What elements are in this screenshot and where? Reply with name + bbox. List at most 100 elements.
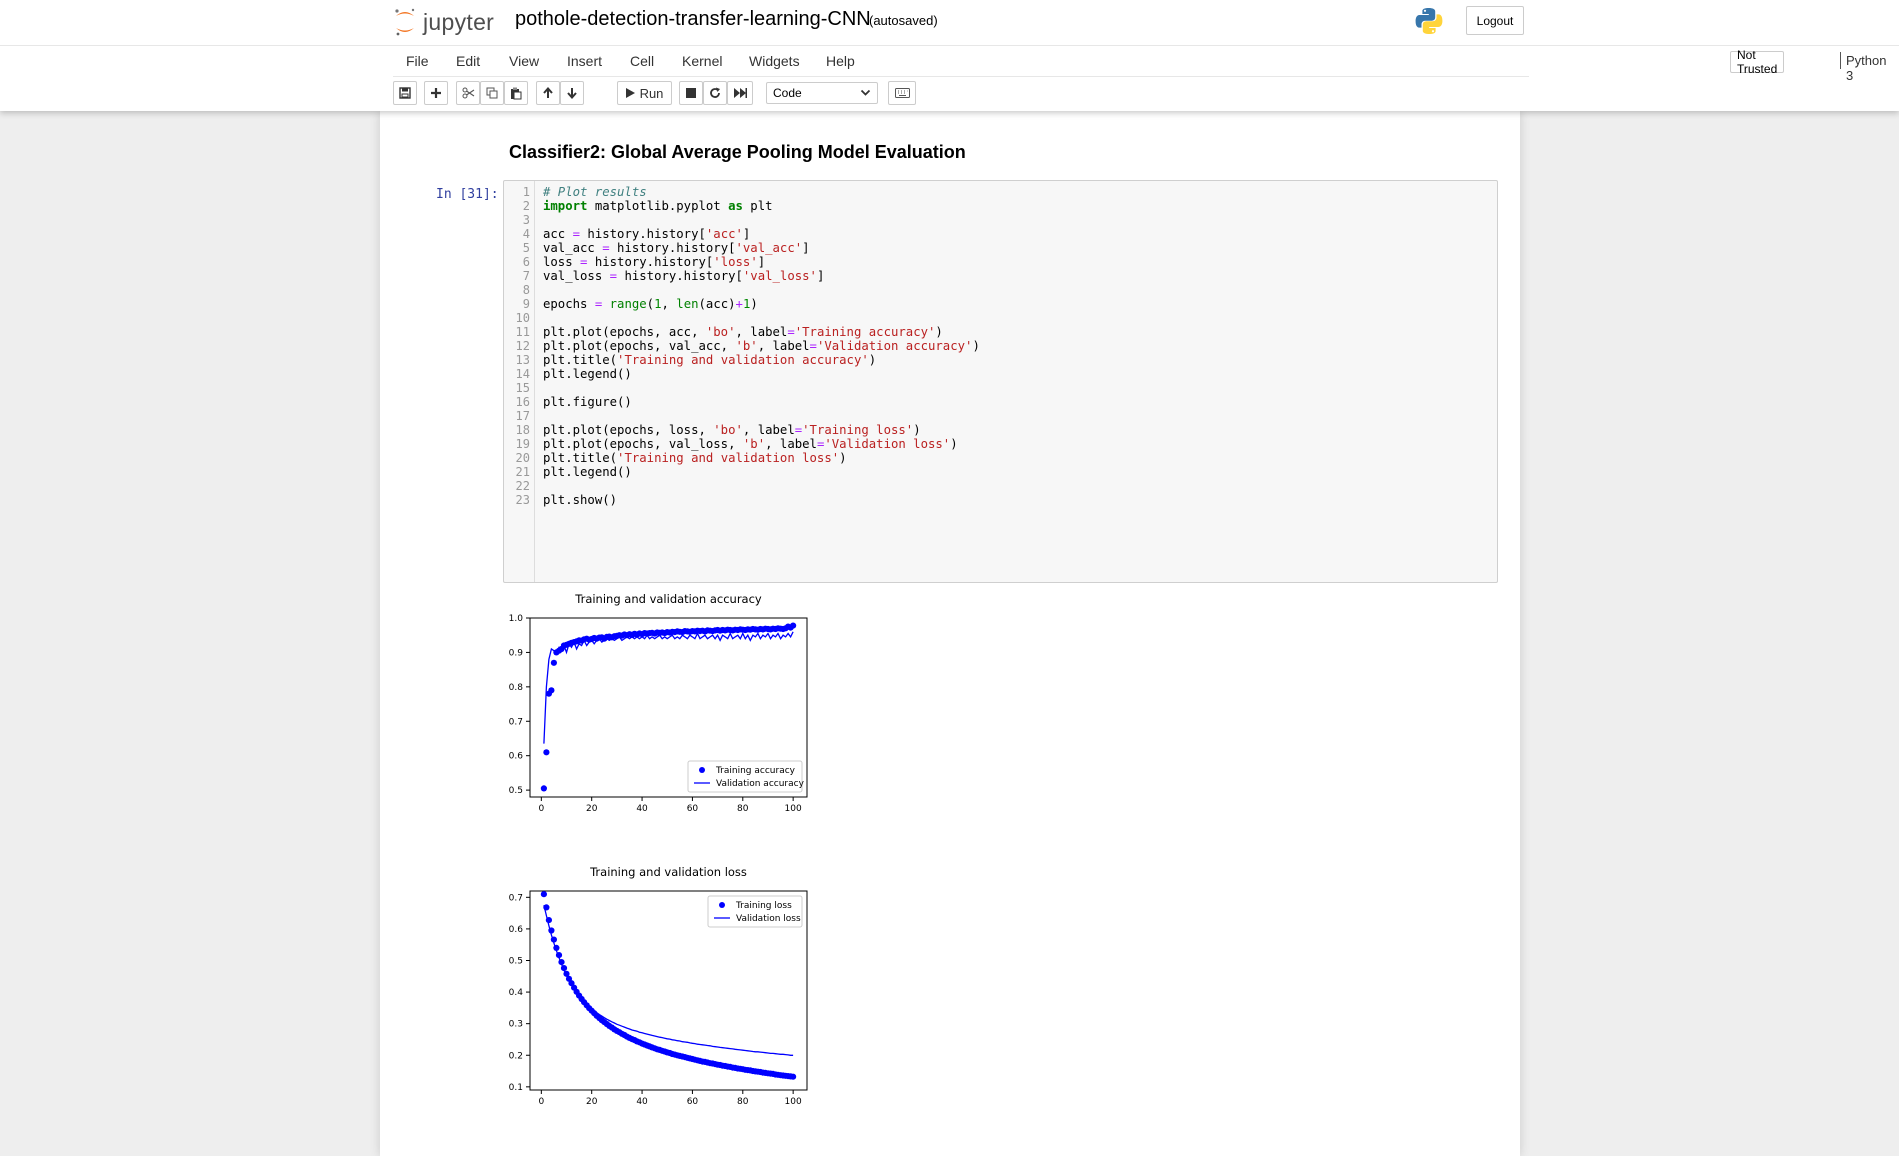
legend-box <box>687 760 803 793</box>
x-tick-label: 100 <box>785 804 802 814</box>
menu-insert[interactable]: Insert <box>567 53 603 69</box>
line-number: 13 <box>515 353 530 367</box>
trust-status-button[interactable]: Not Trusted <box>1730 48 1785 76</box>
arrow-up-icon <box>543 87 553 98</box>
run-button[interactable]: Run <box>617 81 672 105</box>
notebook-container: Classifier2: Global Average Pooling Mode… <box>380 111 1520 1156</box>
line-number: 14 <box>515 367 530 381</box>
code-line[interactable]: plt.plot(epochs, val_loss, 'b', label='V… <box>543 437 958 451</box>
menu-file[interactable]: File <box>406 53 429 69</box>
copy-button[interactable] <box>480 81 504 105</box>
logout-button[interactable]: Logout <box>1466 6 1524 35</box>
cut-button[interactable] <box>456 81 480 105</box>
y-tick-label: 0.6 <box>509 752 524 762</box>
code-line[interactable]: plt.legend() <box>543 367 632 381</box>
code-line[interactable]: plt.plot(epochs, loss, 'bo', label='Trai… <box>543 423 921 437</box>
line-number: 19 <box>515 437 530 451</box>
plus-icon <box>431 88 441 98</box>
data-point <box>543 749 550 756</box>
code-line[interactable]: import matplotlib.pyplot as plt <box>543 199 773 213</box>
logo-text: jupyter <box>423 8 495 35</box>
markdown-heading[interactable]: Classifier2: Global Average Pooling Mode… <box>509 142 966 162</box>
keyboard-icon <box>894 88 910 98</box>
chevron-down-icon <box>860 89 871 96</box>
line-number: 11 <box>515 325 530 339</box>
line-number: 16 <box>515 395 530 409</box>
x-tick-label: 80 <box>737 804 749 814</box>
legend-label: Validation loss <box>736 914 801 924</box>
restart-run-all-button[interactable] <box>727 81 753 105</box>
x-tick-label: 0 <box>538 804 544 814</box>
save-button[interactable] <box>393 81 417 105</box>
chart-title: Training and validation accuracy <box>574 592 762 606</box>
x-tick-label: 40 <box>636 804 648 814</box>
restart-button[interactable] <box>703 81 727 105</box>
data-point <box>790 622 797 629</box>
x-tick-label: 40 <box>636 1097 648 1107</box>
jupyter-logo[interactable]: jupyter <box>393 6 494 38</box>
notebook-name[interactable]: pothole-detection-transfer-learning-CNN <box>515 8 871 30</box>
code-line[interactable]: plt.title('Training and validation loss'… <box>543 451 847 465</box>
kernel-name[interactable]: Python 3 <box>1846 53 1887 83</box>
code-line[interactable]: plt.plot(epochs, val_acc, 'b', label='Va… <box>543 339 980 353</box>
save-icon <box>399 87 411 99</box>
insert-cell-button[interactable] <box>424 81 448 105</box>
move-up-button[interactable] <box>536 81 560 105</box>
code-line[interactable]: plt.plot(epochs, acc, 'bo', label='Train… <box>543 325 943 339</box>
line-number: 18 <box>515 423 530 437</box>
stop-icon <box>686 88 696 98</box>
code-line[interactable]: epochs = range(1, len(acc)+1) <box>543 297 758 311</box>
code-cell[interactable]: 1 # Plot results 2 import matplotlib.pyplot… <box>503 180 1498 583</box>
move-down-button[interactable] <box>560 81 584 105</box>
restart-icon <box>710 87 720 98</box>
line-number: 22 <box>515 479 530 493</box>
menu-cell[interactable]: Cell <box>630 53 655 69</box>
menu-help[interactable]: Help <box>826 53 855 69</box>
code-line[interactable]: acc = history.history['acc'] <box>543 227 751 241</box>
x-tick-label: 20 <box>586 804 598 814</box>
line-number: 15 <box>515 381 530 395</box>
chart-title: Training and validation loss <box>589 865 747 879</box>
y-tick-label: 0.6 <box>509 925 524 935</box>
menu-widgets[interactable]: Widgets <box>749 53 800 69</box>
line-number: 9 <box>522 297 530 311</box>
x-tick-label: 60 <box>687 804 699 814</box>
cell-type-select[interactable]: Code <box>766 82 878 104</box>
accuracy-chart: Training and validation accuracy 0 20 40 60 8… <box>509 592 808 814</box>
run-label: Run <box>639 85 664 101</box>
legend-marker-swatch <box>719 902 725 908</box>
code-line[interactable]: plt.legend() <box>543 465 632 479</box>
menu-view[interactable]: View <box>509 53 540 69</box>
data-point <box>790 1073 797 1080</box>
series-line <box>543 905 794 1056</box>
line-number: 8 <box>522 283 530 297</box>
cell-type-value: Code <box>773 86 802 100</box>
data-point <box>550 659 557 666</box>
menu-bar: File Edit View Insert Cell Kernel Widget… <box>393 46 1886 83</box>
code-line[interactable]: plt.figure() <box>543 395 632 409</box>
interrupt-button[interactable] <box>679 81 703 105</box>
menu-kernel[interactable]: Kernel <box>682 53 723 69</box>
code-line[interactable]: val_loss = history.history['val_loss'] <box>543 269 825 283</box>
data-point <box>548 687 555 694</box>
menu-edit[interactable]: Edit <box>456 53 481 69</box>
copy-icon <box>486 87 498 99</box>
command-palette-button[interactable] <box>888 81 916 105</box>
fast-forward-icon <box>733 88 747 98</box>
code-line[interactable]: plt.show() <box>543 493 618 507</box>
y-tick-label: 0.4 <box>509 988 524 998</box>
x-tick-label: 100 <box>785 1097 802 1107</box>
loss-chart: Training and validation loss 0 20 40 60 80 100… <box>509 865 808 1107</box>
code-line[interactable]: plt.title('Training and validation accur… <box>543 353 877 367</box>
code-line[interactable]: loss = history.history['loss'] <box>543 255 766 269</box>
kernel-divider <box>1840 52 1841 69</box>
input-prompt: In [31]: <box>436 187 499 202</box>
y-tick-label: 0.5 <box>509 786 523 796</box>
code-line[interactable]: # Plot results <box>543 185 647 199</box>
line-number: 21 <box>515 465 530 479</box>
legend-marker-swatch <box>699 767 705 773</box>
paste-button[interactable] <box>504 81 528 105</box>
code-line[interactable]: val_acc = history.history['val_acc'] <box>543 241 810 255</box>
y-tick-label: 0.9 <box>509 648 524 658</box>
y-tick-label: 0.3 <box>509 1020 523 1030</box>
